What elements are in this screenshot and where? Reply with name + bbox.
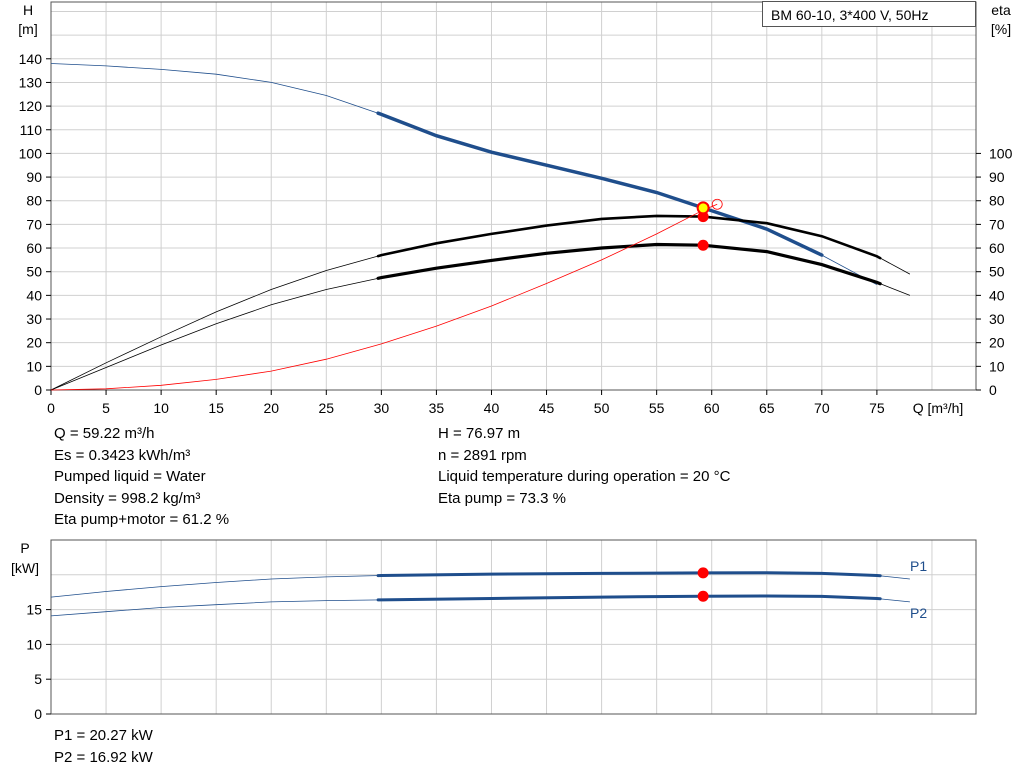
x-tick-label: 50 xyxy=(594,400,610,416)
power-p1: P1 = 20.27 kW xyxy=(54,727,153,744)
op-density: Density = 998.2 kg/m³ xyxy=(54,489,201,507)
y-left-unit: [kW] xyxy=(11,560,39,576)
y-right-tick-label: 20 xyxy=(989,335,1005,351)
y-left-tick-label: 5 xyxy=(34,671,42,687)
x-tick-label: 30 xyxy=(374,400,390,416)
y-left-tick-label: 10 xyxy=(26,636,42,652)
y-left-tick-label: 10 xyxy=(26,358,42,374)
y-left-tick-label: 40 xyxy=(26,287,42,303)
x-tick-label: 0 xyxy=(47,400,55,416)
x-tick-label: 10 xyxy=(153,400,169,416)
y-left-tick-label: 70 xyxy=(26,216,42,232)
power-data: P1 = 20.27 kW P2 = 16.92 kW xyxy=(54,725,153,768)
y-left-tick-label: 0 xyxy=(34,382,42,398)
y-right-title: eta xyxy=(991,2,1011,18)
y-right-tick-label: 70 xyxy=(989,216,1005,232)
x-tick-label: 55 xyxy=(649,400,665,416)
y-left-tick-label: 120 xyxy=(19,98,43,114)
op-eta-total: Eta pump+motor = 61.2 % xyxy=(54,511,230,528)
plot-frame xyxy=(50,1,977,391)
y-left-tick-label: 50 xyxy=(26,264,42,280)
op-marker-p2 xyxy=(697,590,709,602)
curve-eta-pump-motor-full xyxy=(50,244,911,391)
y-left-tick-label: 100 xyxy=(19,145,43,161)
series-label-p1: P1 xyxy=(910,558,927,574)
curve-eta-pump-full xyxy=(50,215,911,391)
op-n: n = 2891 rpm xyxy=(438,446,527,464)
npsh-end-marker xyxy=(711,198,723,210)
y-left-title: H xyxy=(23,2,33,18)
power-p2: P2 = 16.92 kW xyxy=(54,748,153,766)
y-right-tick-label: 50 xyxy=(989,264,1005,280)
op-temp: Liquid temperature during operation = 20… xyxy=(438,468,731,485)
x-tick-label: 75 xyxy=(869,400,885,416)
x-tick-label: 45 xyxy=(539,400,555,416)
y-right-tick-label: 0 xyxy=(989,382,997,398)
y-right-tick-label: 10 xyxy=(989,358,1005,374)
x-tick-label: 65 xyxy=(759,400,775,416)
y-left-tick-label: 20 xyxy=(26,335,42,351)
curve-eta-pump-motor-operating xyxy=(376,242,882,286)
y-left-tick-label: 110 xyxy=(20,122,43,138)
operating-data-right: H = 76.97 m n = 2891 rpm Liquid temperat… xyxy=(438,423,730,509)
x-tick-label: 5 xyxy=(102,400,110,416)
y-left-title: P xyxy=(20,540,29,556)
y-right-tick-label: 100 xyxy=(989,145,1013,161)
x-tick-label: 20 xyxy=(263,400,279,416)
curve-p2-operating xyxy=(376,594,882,602)
x-tick-label: 25 xyxy=(319,400,335,416)
x-tick-label: 15 xyxy=(208,400,224,416)
y-right-unit: [%] xyxy=(991,21,1011,37)
op-eta-pump: Eta pump = 73.3 % xyxy=(438,489,566,507)
x-tick-label: 35 xyxy=(429,400,445,416)
pump-label: BM 60-10, 3*400 V, 50Hz xyxy=(762,1,976,27)
power-chart: 0 5 10 15 P [kW] P1 P2 xyxy=(11,539,977,722)
x-tick-label: 70 xyxy=(814,400,830,416)
y-left-unit: [m] xyxy=(18,21,37,37)
op-marker-eta-pump xyxy=(697,211,709,223)
y-left-tick-label: 0 xyxy=(34,706,42,722)
y-left-tick-label: 130 xyxy=(19,74,43,90)
curve-p1-operating xyxy=(376,571,882,578)
head-efficiency-chart: 0102030405060708090100110120130140010203… xyxy=(18,1,1013,416)
curve-eta-pump-operating xyxy=(376,214,882,260)
y-left-tick-label: 140 xyxy=(19,51,43,67)
op-q: Q = 59.22 m³/h xyxy=(54,425,155,442)
series-label-p2: P2 xyxy=(910,605,927,621)
y-right-tick-label: 40 xyxy=(989,287,1005,303)
op-liquid: Pumped liquid = Water xyxy=(54,468,206,485)
y-right-tick-label: 60 xyxy=(989,240,1005,256)
y-right-tick-label: 90 xyxy=(989,169,1005,185)
x-axis-title: Q [m³/h] xyxy=(913,400,964,416)
op-marker-eta-total xyxy=(697,239,709,251)
op-h: H = 76.97 m xyxy=(438,425,521,442)
y-left-tick-label: 15 xyxy=(26,602,42,618)
y-left-tick-label: 30 xyxy=(26,311,42,327)
y-left-tick-label: 60 xyxy=(26,240,42,256)
curve-npsh-full xyxy=(50,203,718,391)
y-left-tick-label: 90 xyxy=(26,169,42,185)
op-es: Es = 0.3423 kWh/m³ xyxy=(54,446,191,464)
curve-h-operating xyxy=(376,111,824,257)
y-left-tick-label: 80 xyxy=(26,193,42,209)
op-marker-head xyxy=(696,201,710,215)
plot-frame xyxy=(50,539,977,715)
operating-data-left: Q = 59.22 m³/h Es = 0.3423 kWh/m³ Pumped… xyxy=(54,423,229,531)
x-tick-label: 40 xyxy=(484,400,500,416)
op-marker-p1 xyxy=(697,567,709,579)
y-right-tick-label: 30 xyxy=(989,311,1005,327)
x-tick-label: 60 xyxy=(704,400,720,416)
y-right-tick-label: 80 xyxy=(989,193,1005,209)
curve-p1-full xyxy=(50,572,910,598)
